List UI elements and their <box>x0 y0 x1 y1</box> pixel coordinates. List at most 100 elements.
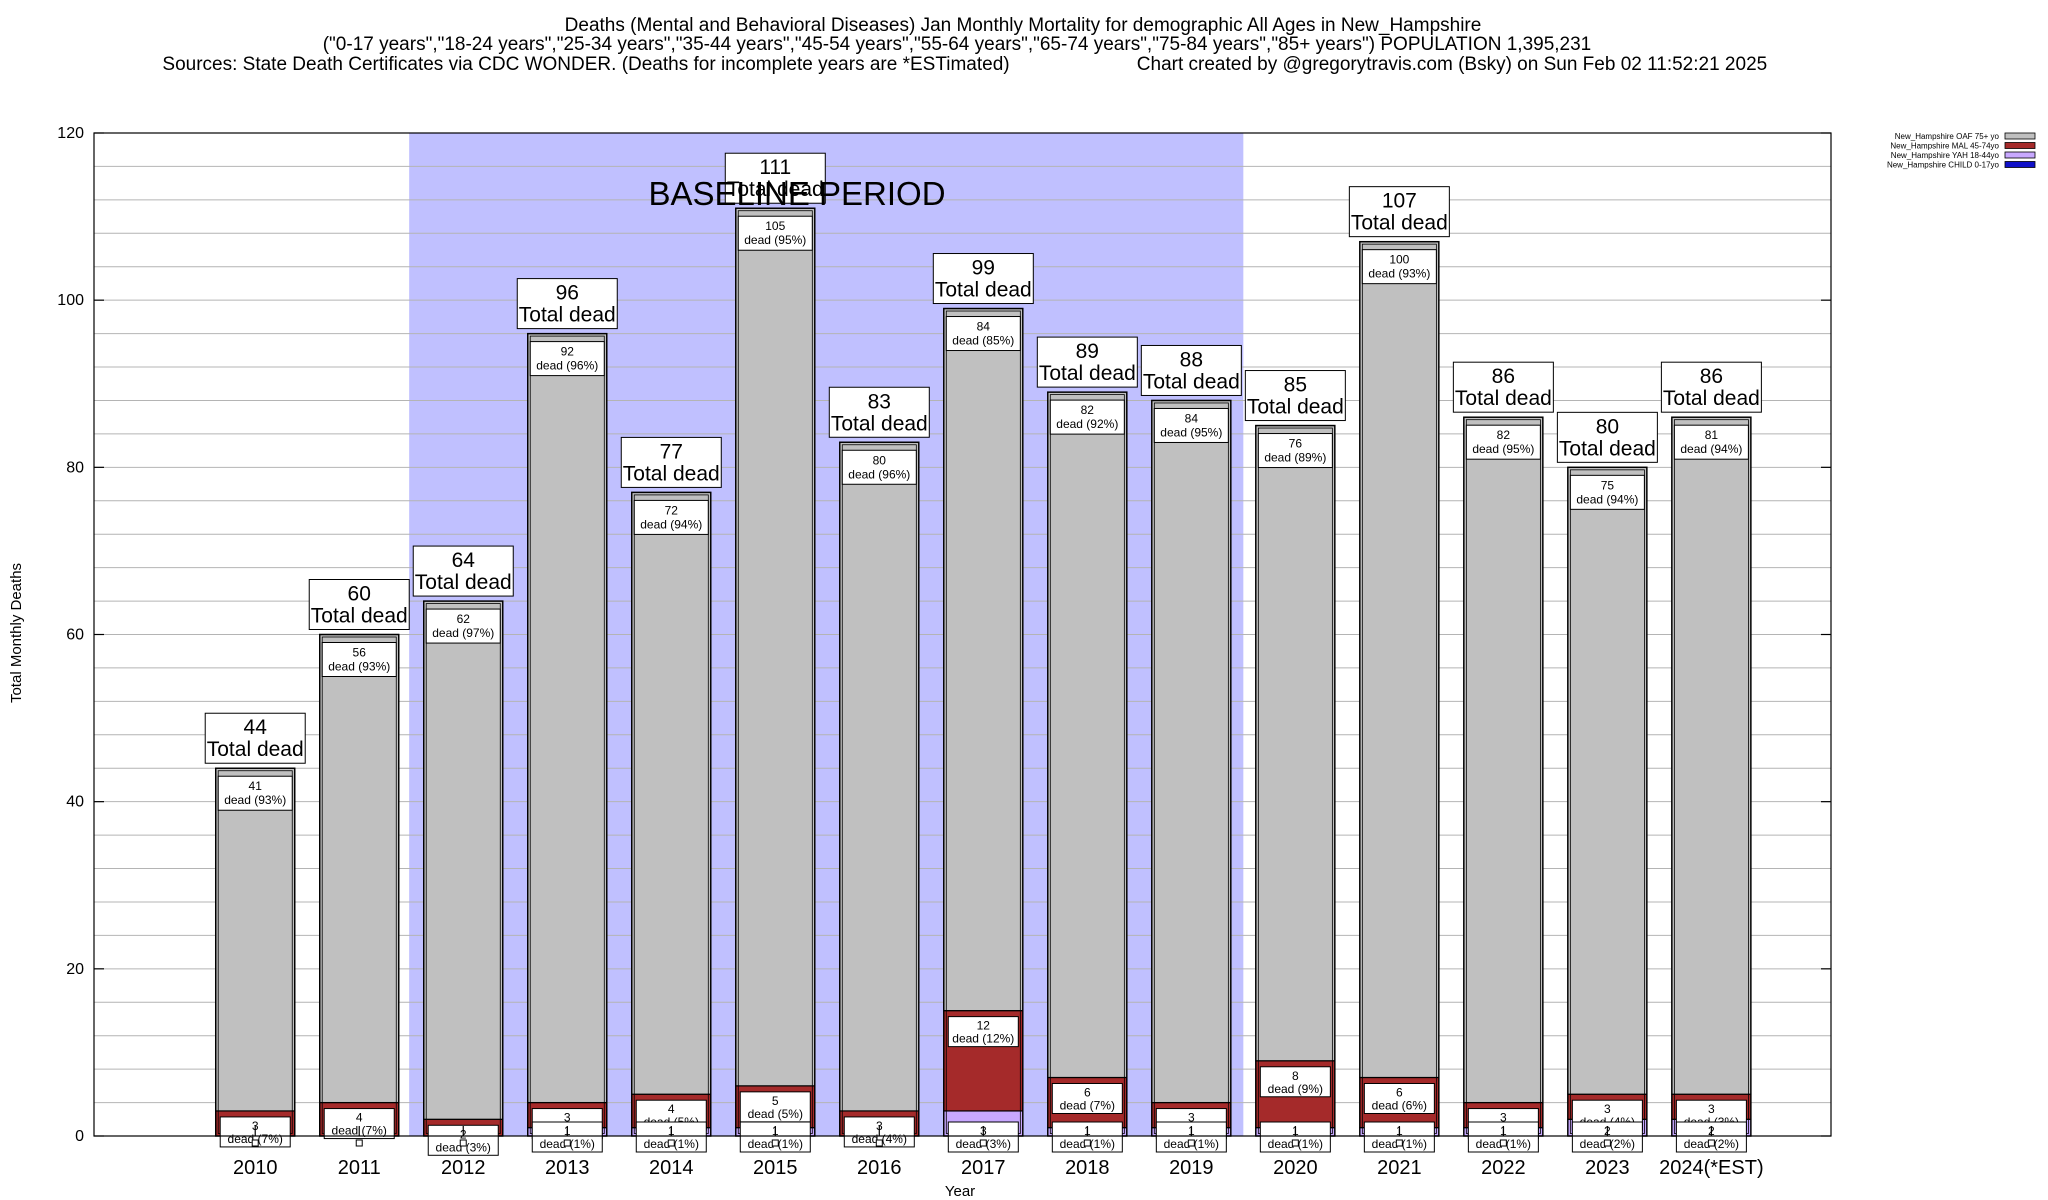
total-text: Total dead <box>1039 362 1136 385</box>
x-tick-label: 2023 <box>1585 1157 1630 1179</box>
total-text: Total dead <box>1351 212 1448 235</box>
label-box <box>737 215 813 251</box>
label-box <box>1363 1082 1435 1114</box>
label-value: 3 <box>876 1119 883 1133</box>
label-box <box>1571 1121 1643 1153</box>
bar-segment <box>1671 416 1752 1095</box>
label-value: 3 <box>1500 1111 1507 1125</box>
label-value: 3 <box>564 1111 571 1125</box>
label-box <box>425 608 501 644</box>
label-box <box>217 775 293 811</box>
label-text: dead (6%) <box>1372 1098 1427 1112</box>
total-value: 99 <box>972 257 995 280</box>
label-value: 3 <box>252 1119 259 1133</box>
legend-swatch <box>2004 142 2036 149</box>
total-text: Total dead <box>415 571 512 594</box>
total-value: 86 <box>1700 365 1723 388</box>
total-box <box>828 386 930 438</box>
bar-segment <box>319 633 400 1104</box>
label-text: dead (85%) <box>952 334 1014 348</box>
x-tick-label: 2015 <box>753 1157 798 1179</box>
label-text: dead (95%) <box>744 233 806 247</box>
total-value: 80 <box>1596 415 1619 438</box>
total-box <box>724 152 826 204</box>
label-box <box>321 642 397 677</box>
x-tick-label: 2010 <box>233 1157 278 1179</box>
label-value: 84 <box>1185 411 1199 425</box>
label-text: dead (3%) <box>436 1140 491 1154</box>
child-marker <box>355 1139 363 1147</box>
bar-segment <box>1567 466 1648 1095</box>
bar-segment <box>839 441 920 1112</box>
total-box <box>516 278 618 330</box>
label-value: 41 <box>249 779 263 793</box>
label-text: dead (9%) <box>1268 1082 1323 1096</box>
child-marker <box>979 1139 987 1147</box>
y-tick-label: 20 <box>66 961 84 978</box>
label-box <box>1049 399 1125 435</box>
label-text: dead (89%) <box>1264 451 1326 465</box>
label-value: 75 <box>1601 478 1615 492</box>
total-box <box>1452 361 1554 413</box>
total-value: 88 <box>1180 348 1203 371</box>
label-value: 92 <box>561 345 575 359</box>
label-box <box>1259 1066 1331 1098</box>
total-text: Total dead <box>727 178 824 201</box>
chart-title: Deaths (Mental and Behavioral Diseases) … <box>565 15 1482 36</box>
total-text: Total dead <box>1143 370 1240 393</box>
total-value: 86 <box>1492 365 1515 388</box>
label-text: dead (94%) <box>1680 442 1742 456</box>
bar-segment <box>1255 424 1336 1062</box>
total-box <box>1660 361 1762 413</box>
label-value: 76 <box>1289 437 1303 451</box>
total-text: Total dead <box>207 738 304 761</box>
child-marker <box>667 1139 675 1147</box>
label-value: 4 <box>668 1102 675 1116</box>
label-text: dead (93%) <box>1368 267 1430 281</box>
label-value: 82 <box>1497 428 1511 442</box>
child-marker <box>1603 1139 1611 1147</box>
label-box <box>1569 474 1645 510</box>
label-value: 3 <box>1188 1111 1195 1125</box>
child-marker <box>1707 1139 1715 1147</box>
legend-swatch <box>2004 161 2036 168</box>
total-value: 60 <box>348 583 371 606</box>
legend-swatch <box>2004 151 2036 159</box>
x-tick-label: 2018 <box>1065 1157 1110 1179</box>
chart-credit: Chart created by @gregorytravis.com (Bsk… <box>1137 54 1767 75</box>
bar-segment <box>1151 399 1232 1104</box>
y-tick-label: 60 <box>66 627 84 644</box>
label-text: dead (97%) <box>432 626 494 640</box>
x-tick-label: 2020 <box>1273 1157 1318 1179</box>
bar-segment <box>1359 241 1440 1079</box>
bar-segment <box>1463 416 1544 1104</box>
total-value: 107 <box>1382 190 1417 213</box>
baseline-period-label: BASELINE PERIOD <box>648 175 945 212</box>
total-text: Total dead <box>935 279 1032 302</box>
label-value: 56 <box>353 646 367 660</box>
total-text: Total dead <box>1663 387 1760 410</box>
label-text: dead (93%) <box>328 660 390 674</box>
label-box <box>945 316 1021 352</box>
label-value: 100 <box>1389 253 1409 267</box>
total-text: Total dead <box>1455 387 1552 410</box>
